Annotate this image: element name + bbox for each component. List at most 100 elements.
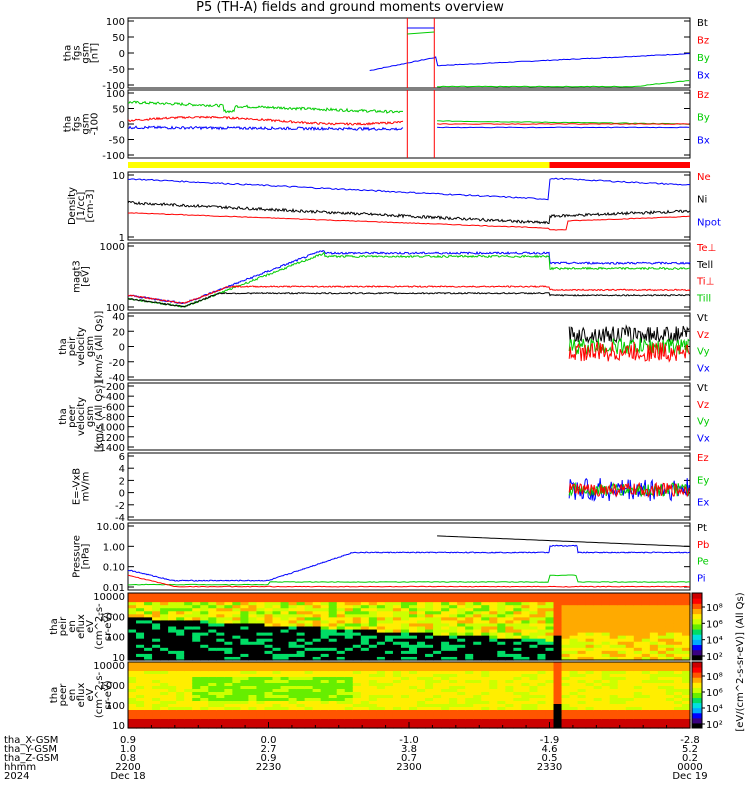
spectrogram-cell xyxy=(481,683,490,687)
spectrogram-cell xyxy=(617,644,627,649)
y-axis-label: tha xyxy=(63,45,74,61)
spectrogram-cell xyxy=(240,650,250,655)
spectrogram-cell xyxy=(609,692,619,696)
spectrogram-cell xyxy=(344,722,354,726)
spectrogram-cell xyxy=(537,629,547,634)
spectrogram-cell xyxy=(529,662,539,666)
legend-entry: By xyxy=(697,53,710,64)
spectrogram-cell xyxy=(256,620,266,625)
spectrogram-cell xyxy=(633,599,643,603)
spectrogram-cell xyxy=(304,608,314,612)
spectrogram-cell xyxy=(553,686,563,690)
spectrogram-cell xyxy=(200,623,209,628)
spectrogram-cell xyxy=(433,647,442,652)
spectrogram-cell xyxy=(641,638,651,643)
spectrogram-cell xyxy=(328,722,338,726)
spectrogram-cell xyxy=(328,611,338,615)
spectrogram-cell xyxy=(681,665,691,669)
spectrogram-cell xyxy=(529,650,539,655)
spectrogram-cell xyxy=(232,722,241,726)
spectrogram-cell xyxy=(144,593,153,597)
spectrogram-cell xyxy=(360,605,370,609)
spectrogram-cell xyxy=(681,605,691,609)
spectrogram-cell xyxy=(312,647,322,652)
y-tick-label: -20 xyxy=(109,358,125,369)
spectrogram-cell xyxy=(409,674,418,678)
legend-entry: Bt xyxy=(697,18,708,29)
spectrogram-cell xyxy=(665,602,675,606)
spectrogram-cell xyxy=(232,596,241,600)
spectrogram-cell xyxy=(232,713,241,717)
y-axis-label: peir xyxy=(58,616,69,636)
spectrogram-cell xyxy=(481,689,490,693)
spectrogram-cell xyxy=(160,674,169,678)
spectrogram-cell xyxy=(352,707,362,711)
spectrogram-cell xyxy=(665,638,675,643)
spectrogram-cell xyxy=(545,719,555,723)
spectrogram-cell xyxy=(128,725,137,729)
spectrogram-cell xyxy=(433,725,442,729)
spectrogram-cell xyxy=(400,593,410,597)
spectrogram-cell xyxy=(216,638,225,643)
y-tick-label: 20 xyxy=(112,327,125,338)
spectrogram-cell xyxy=(505,695,514,699)
spectrogram-cell xyxy=(425,674,434,678)
spectrogram-cell xyxy=(184,602,193,606)
spectrogram-cell xyxy=(176,599,185,603)
spectrogram-cell xyxy=(296,713,306,717)
spectrogram-cell xyxy=(553,692,563,696)
spectrogram-cell xyxy=(561,665,571,669)
spectrogram-cell xyxy=(681,596,691,600)
spectrogram-cell xyxy=(601,713,611,717)
spectrogram-cell xyxy=(200,650,209,655)
spectrogram-cell xyxy=(304,611,314,615)
spectrogram-cell xyxy=(601,719,611,723)
spectrogram-cell xyxy=(489,596,498,600)
spectrogram-cell xyxy=(320,638,330,643)
spectrogram-cell xyxy=(609,680,619,684)
spectrogram-cell xyxy=(176,677,185,681)
spectrogram-cell xyxy=(296,638,306,643)
spectrogram-cell xyxy=(216,620,225,625)
spectrogram-cell xyxy=(505,683,514,687)
spectrogram-cell xyxy=(609,638,619,643)
spectrogram-cell xyxy=(569,629,579,634)
colorbar-step xyxy=(692,722,702,729)
spectrogram-cell xyxy=(264,701,274,705)
spectrogram-cell xyxy=(657,701,667,705)
spectrogram-cell xyxy=(577,593,587,597)
spectrogram-cell xyxy=(633,638,643,643)
y-axis-label: tha xyxy=(58,338,69,354)
spectrogram-cell xyxy=(384,701,394,705)
spectrogram-cell xyxy=(425,695,434,699)
spectrogram-cell xyxy=(368,614,378,618)
legend-entry: Vx xyxy=(697,433,710,444)
spectrogram-cell xyxy=(553,713,563,717)
spectrogram-cell xyxy=(481,629,490,634)
spectrogram-cell xyxy=(256,593,266,597)
spectrogram-cell xyxy=(585,638,595,643)
colorbar-tick-label: 10² xyxy=(706,720,723,731)
spectrogram-cell xyxy=(441,692,450,696)
spectrogram-cell xyxy=(280,629,290,634)
spectrogram-cell xyxy=(144,650,153,655)
spectrogram-cell xyxy=(545,716,555,720)
spectrogram-cell xyxy=(280,602,290,606)
y-axis-label: E=-VxB xyxy=(72,468,83,505)
spectrogram-cell xyxy=(545,626,555,631)
spectrogram-cell xyxy=(681,668,691,672)
spectrogram-cell xyxy=(248,683,258,687)
spectrogram-cell xyxy=(657,608,667,612)
spectrogram-cell xyxy=(625,716,635,720)
spectrogram-cell xyxy=(296,629,306,634)
spectrogram-cell xyxy=(400,632,410,637)
spectrogram-cell xyxy=(457,662,466,666)
spectrogram-cell xyxy=(280,620,290,625)
spectrogram-cell xyxy=(633,701,643,705)
colorbar-step xyxy=(692,603,702,609)
spectrogram-cell xyxy=(160,599,169,603)
spectrogram-cell xyxy=(256,683,266,687)
spectrogram-cell xyxy=(352,653,362,658)
spectrogram-cell xyxy=(376,719,386,723)
spectrogram-cell xyxy=(649,635,659,640)
